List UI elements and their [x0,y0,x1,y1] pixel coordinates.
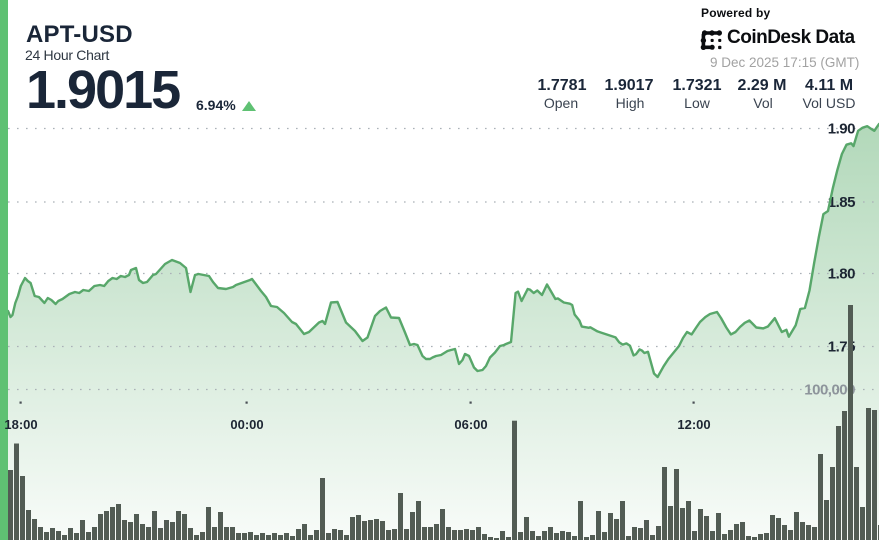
svg-text:18:00: 18:00 [4,417,37,432]
svg-text:1.80: 1.80 [828,266,855,283]
svg-text:00:00: 00:00 [230,417,263,432]
svg-text:1.90: 1.90 [828,121,855,138]
svg-text:100,000: 100,000 [804,382,855,399]
svg-text:06:00: 06:00 [454,417,487,432]
svg-text:1.85: 1.85 [828,194,855,211]
svg-text:12:00: 12:00 [677,417,710,432]
